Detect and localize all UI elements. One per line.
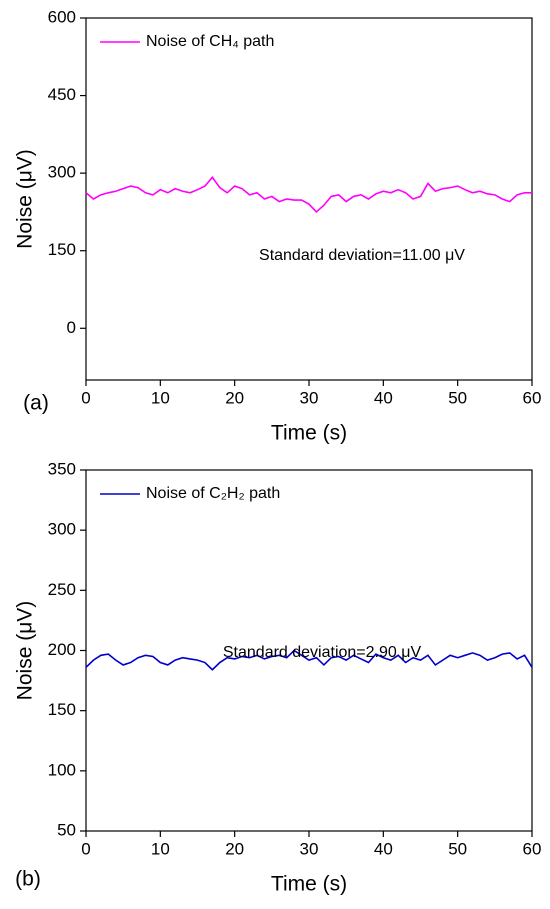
y-tick-label: 200 (48, 640, 76, 659)
data-line (85, 649, 533, 671)
panel-label: (b) (15, 868, 41, 891)
y-tick-label: 300 (48, 163, 76, 182)
x-axis-label: Time (s) (271, 422, 347, 445)
y-tick-label: 450 (48, 85, 76, 104)
plot-frame (85, 469, 533, 832)
legend-label: Noise of CH₄ path (146, 33, 274, 50)
x-tick-label: 0 (81, 839, 90, 858)
annotation: Standard deviation=11.00 μV (259, 247, 465, 264)
x-tick-label: 40 (374, 388, 393, 407)
x-tick-label: 0 (81, 388, 90, 407)
x-tick-label: 60 (523, 388, 542, 407)
y-tick-label: 50 (57, 820, 76, 839)
x-tick-label: 40 (374, 839, 393, 858)
x-tick-label: 50 (448, 839, 467, 858)
x-tick-label: 20 (225, 839, 244, 858)
data-line (85, 175, 532, 214)
y-axis-label: Noise (μV) (14, 601, 37, 701)
y-tick-label: 600 (48, 7, 76, 26)
plot-frame (85, 17, 533, 381)
x-tick-label: 50 (448, 388, 467, 407)
panel-label: (a) (23, 392, 49, 415)
y-tick-label: 150 (48, 240, 76, 259)
y-axis-label: Noise (μV) (14, 149, 37, 249)
x-tick-label: 60 (523, 839, 542, 858)
x-tick-label: 30 (300, 388, 319, 407)
x-axis-label: Time (s) (271, 873, 347, 896)
x-tick-label: 10 (151, 839, 170, 858)
y-tick-label: 300 (48, 520, 76, 539)
legend-label: Noise of C₂H₂ path (146, 485, 280, 502)
annotation: Standard deviation=2.90 μV (223, 644, 422, 661)
y-tick-label: 100 (48, 760, 76, 779)
y-tick-label: 150 (48, 700, 76, 719)
y-tick-label: 0 (67, 318, 76, 337)
y-tick-label: 350 (48, 459, 76, 478)
x-tick-label: 10 (151, 388, 170, 407)
x-tick-label: 30 (300, 839, 319, 858)
x-tick-label: 20 (225, 388, 244, 407)
y-tick-label: 250 (48, 580, 76, 599)
